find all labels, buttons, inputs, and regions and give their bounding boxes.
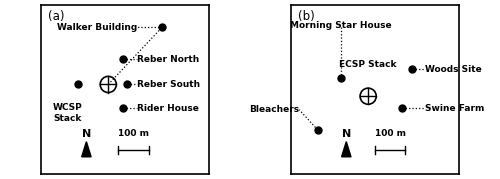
- Polygon shape: [82, 142, 91, 157]
- Text: Woods Site: Woods Site: [426, 65, 482, 74]
- Text: ECSP Stack: ECSP Stack: [340, 60, 397, 69]
- Text: Bleachers: Bleachers: [249, 105, 299, 114]
- Text: (b): (b): [298, 10, 314, 23]
- Text: WCSP
Stack: WCSP Stack: [53, 103, 83, 123]
- Text: Rider House: Rider House: [137, 103, 199, 113]
- Text: N: N: [342, 129, 351, 139]
- Text: Reber South: Reber South: [137, 80, 200, 89]
- Text: (a): (a): [48, 10, 64, 23]
- Text: Reber North: Reber North: [137, 55, 199, 64]
- Text: Swine Farm: Swine Farm: [426, 103, 485, 113]
- Text: N: N: [82, 129, 91, 139]
- Polygon shape: [342, 142, 351, 157]
- Text: 100 m: 100 m: [374, 129, 406, 138]
- Text: 100 m: 100 m: [118, 129, 149, 138]
- Text: Walker Building: Walker Building: [56, 23, 137, 32]
- Text: Morning Star House: Morning Star House: [290, 21, 392, 30]
